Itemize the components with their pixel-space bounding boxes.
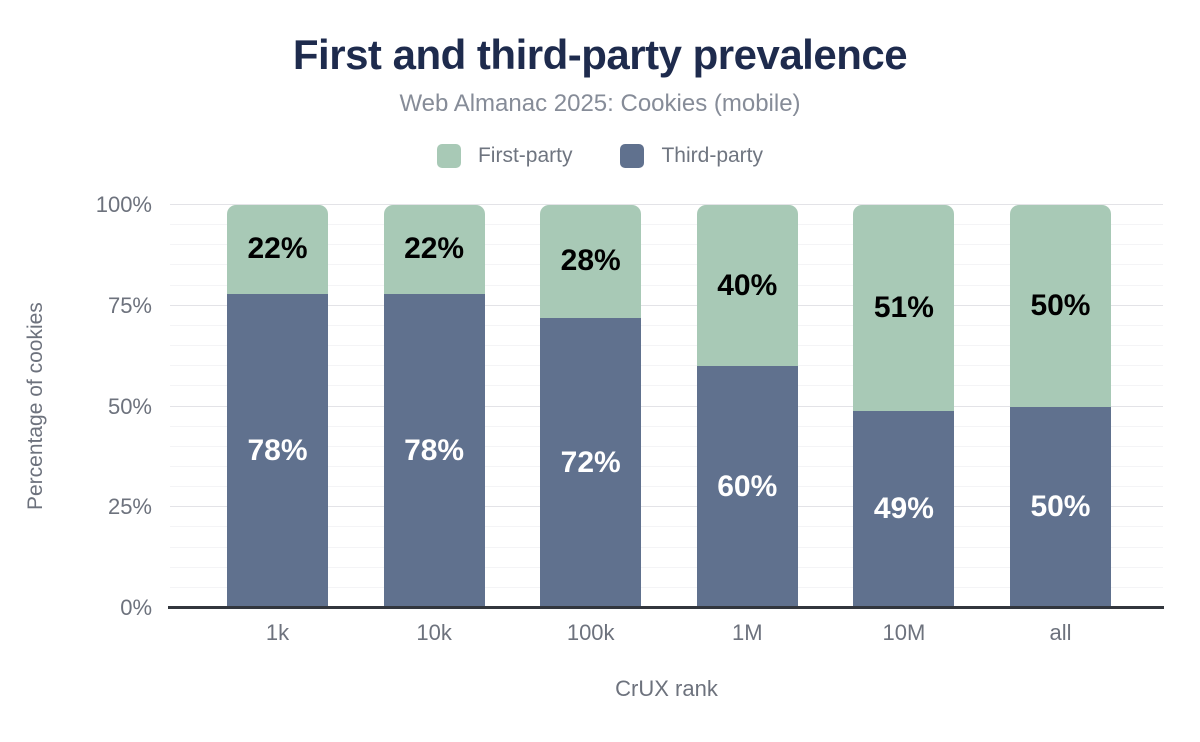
x-tick-label-100k: 100k	[566, 620, 615, 645]
plot-area: 22% 78% 22% 78% 28% 72% 40% 60% 51% 49% 50% 50%	[170, 204, 1163, 608]
gridline-60	[170, 365, 1163, 367]
bars-container: 22% 78% 22% 78% 28% 72% 40% 60% 51% 49% 50% 50%	[227, 205, 1111, 608]
y-tick-label-0: 0%	[120, 595, 152, 620]
bar-100k: 28% 72%	[540, 205, 642, 608]
legend-label-third-party: Third-party	[661, 144, 764, 167]
bar-segment-1k-first-party: 22%	[227, 205, 328, 294]
gridline-50	[170, 405, 1163, 407]
gridline-25	[170, 506, 1163, 508]
gridline-15	[170, 546, 1163, 548]
y-tick-label-100: 100%	[95, 192, 152, 217]
gridline-70	[170, 324, 1163, 326]
y-axis-tick-labels: 0% 25% 50% 75% 100%	[0, 192, 160, 620]
bar-1M: 40% 60%	[696, 205, 798, 608]
chart-subtitle: Web Almanac 2025: Cookies (mobile)	[399, 90, 801, 117]
bar-segment-10M-third-party: 49%	[853, 410, 955, 608]
gridline-40	[170, 445, 1163, 447]
bar-all: 50% 50%	[1009, 205, 1111, 608]
bar-segment-1M-first-party: 40%	[696, 205, 798, 367]
gridline-95	[170, 224, 1163, 226]
gridline-65	[170, 345, 1163, 347]
bar-1k: 22% 78%	[227, 205, 328, 608]
x-tick-label-1M: 1M	[732, 620, 763, 645]
legend-swatch-third-party-icon	[620, 144, 645, 168]
x-tick-label-10M: 10M	[882, 620, 926, 645]
bar-segment-all-third-party: 50%	[1009, 406, 1111, 608]
legend: First-party Third-party	[0, 144, 1200, 168]
bar-segment-all-first-party: 50%	[1009, 205, 1111, 407]
gridline-100	[170, 204, 1163, 205]
bar-10M: 51% 49%	[853, 205, 955, 608]
x-tick-label-1k: 1k	[265, 620, 290, 645]
gridline-30	[170, 486, 1163, 488]
legend-swatch-first-party-icon	[436, 144, 461, 168]
y-tick-label-75: 75%	[107, 292, 152, 318]
gridline-55	[170, 385, 1163, 387]
bar-segment-10k-first-party: 22%	[383, 205, 485, 294]
x-axis-line	[168, 606, 1164, 609]
bar-segment-10M-first-party: 51%	[853, 205, 955, 411]
y-tick-label-25: 25%	[107, 494, 152, 520]
x-axis-title: CrUX rank	[615, 676, 718, 701]
bar-segment-100k-third-party: 72%	[540, 317, 642, 608]
legend-item-third-party: Third-party	[620, 144, 763, 168]
legend-label-first-party: First-party	[477, 144, 573, 167]
gridline-80	[170, 284, 1163, 286]
y-tick-label-50: 50%	[107, 393, 152, 419]
x-tick-label-10k: 10k	[416, 620, 452, 645]
bar-10k: 22% 78%	[383, 205, 485, 608]
bar-segment-100k-first-party: 28%	[540, 205, 642, 318]
bar-segment-1M-third-party: 60%	[696, 366, 798, 608]
gridline-35	[170, 465, 1163, 467]
gridline-85	[170, 264, 1163, 266]
gridline-20	[170, 526, 1163, 528]
chart-title: First and third-party prevalence	[292, 31, 908, 78]
gridline-90	[170, 244, 1163, 246]
legend-item-first-party: First-party	[436, 144, 573, 168]
x-tick-label-all: all	[1049, 620, 1072, 645]
gridline-10	[170, 566, 1163, 568]
bar-segment-10k-third-party: 78%	[383, 293, 485, 608]
bar-segment-1k-third-party: 78%	[227, 293, 328, 608]
gridline-75	[170, 304, 1163, 306]
gridline-45	[170, 425, 1163, 427]
gridline-5	[170, 586, 1163, 588]
x-axis-tick-labels: 1k 10k 100k 1M 10M all	[227, 620, 1111, 646]
